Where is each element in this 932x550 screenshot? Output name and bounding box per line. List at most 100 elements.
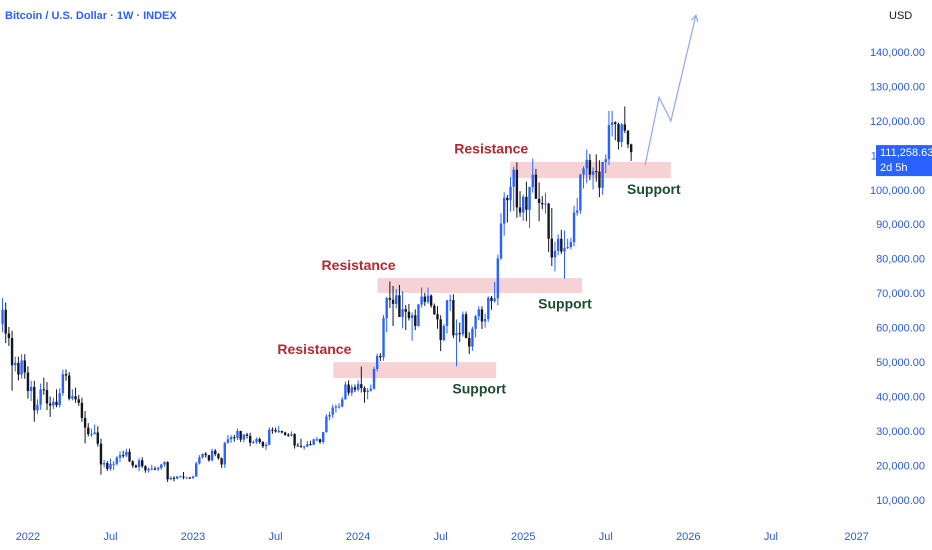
- candle-body: [77, 399, 80, 403]
- candle-body: [141, 460, 144, 467]
- resistance-label: Resistance: [454, 141, 528, 157]
- candle-body: [531, 174, 534, 188]
- candle-body: [99, 443, 103, 465]
- support-label: Support: [627, 181, 681, 197]
- resistance-label: Resistance: [322, 257, 396, 273]
- candle-body: [109, 463, 112, 469]
- candle-body: [341, 399, 344, 407]
- candle-body: [268, 429, 271, 445]
- candle-body: [388, 298, 392, 300]
- candle-body: [191, 476, 195, 479]
- candle-body: [242, 434, 246, 440]
- candle-body: [556, 238, 560, 251]
- candle-body: [144, 466, 147, 471]
- candle-body: [385, 298, 388, 319]
- currency-label: USD: [889, 10, 912, 22]
- candle-body: [290, 434, 293, 436]
- candle-body: [115, 457, 119, 464]
- candle-body: [347, 384, 350, 393]
- candle-body: [379, 355, 382, 358]
- candle-body: [487, 297, 490, 320]
- candle-body: [4, 309, 7, 334]
- candle-body: [614, 122, 617, 125]
- candle-body: [312, 439, 315, 445]
- candle-body: [626, 130, 630, 145]
- candle-body: [236, 431, 239, 438]
- candle-body: [160, 464, 163, 468]
- candle-body: [483, 319, 487, 322]
- x-tick-label: Jul: [434, 531, 448, 543]
- y-tick-label: 10,000.00: [876, 495, 925, 507]
- candle-body: [29, 386, 33, 392]
- candle-body: [410, 315, 414, 319]
- candle-body: [61, 374, 65, 394]
- candle-body: [134, 465, 138, 468]
- candle-body: [226, 439, 230, 443]
- candle-body: [1, 309, 4, 325]
- candle-body: [325, 416, 328, 433]
- candle-body: [23, 360, 26, 373]
- candle-body: [287, 434, 290, 436]
- y-tick-label: 130,000.00: [870, 81, 925, 93]
- candles: [1, 106, 633, 483]
- candle-body: [153, 468, 157, 470]
- candle-body: [404, 309, 407, 312]
- candle-body: [585, 159, 588, 169]
- candle-body: [233, 437, 236, 439]
- candle-body: [566, 247, 569, 249]
- candle-body: [68, 375, 71, 399]
- candle-body: [150, 468, 153, 470]
- candle-body: [553, 250, 557, 258]
- last-price-label: 111,258.63: [880, 147, 932, 159]
- candle-body: [58, 393, 61, 406]
- candle-body: [169, 477, 173, 480]
- candle-body: [198, 457, 201, 464]
- candle-body: [461, 314, 465, 335]
- candle-body: [210, 450, 214, 461]
- candle-body: [480, 309, 484, 322]
- candle-body: [607, 125, 611, 160]
- candle-body: [172, 477, 176, 479]
- projection-arrowhead: [690, 13, 699, 23]
- candle-body: [252, 442, 255, 444]
- candle-body: [369, 388, 373, 391]
- candle-body: [55, 401, 58, 406]
- candle-body: [442, 325, 446, 341]
- candle-body: [537, 198, 541, 203]
- candle-body: [302, 446, 306, 448]
- candle-body: [534, 174, 538, 199]
- candle-body: [417, 304, 420, 326]
- candle-body: [560, 238, 563, 252]
- candle-body: [563, 248, 566, 252]
- candle-body: [131, 461, 134, 466]
- candle-body: [306, 444, 309, 447]
- candle-body: [309, 444, 312, 446]
- candle-body: [271, 429, 274, 431]
- y-tick-label: 40,000.00: [876, 392, 925, 404]
- zone: [333, 362, 497, 378]
- y-tick-label: 80,000.00: [876, 254, 925, 266]
- candle-body: [420, 296, 423, 305]
- candle-body: [426, 295, 430, 302]
- candle-body: [496, 258, 500, 299]
- x-tick-label: Jul: [269, 531, 283, 543]
- candle-body: [439, 319, 442, 341]
- candle-body: [407, 311, 411, 319]
- candle-body: [223, 442, 226, 465]
- candle-body: [595, 171, 598, 173]
- candle-body: [468, 338, 471, 347]
- candle-body: [547, 203, 550, 239]
- candle-body: [391, 299, 395, 304]
- candle-body: [579, 174, 582, 211]
- candle-body: [575, 210, 579, 213]
- candle-body: [350, 387, 353, 393]
- candle-body: [452, 300, 455, 336]
- candle-body: [264, 444, 268, 447]
- y-tick-label: 20,000.00: [876, 460, 925, 472]
- candle-body: [125, 451, 128, 456]
- resistance-label: Resistance: [277, 341, 351, 357]
- candle-body: [356, 384, 360, 390]
- y-tick-label: 90,000.00: [876, 219, 925, 231]
